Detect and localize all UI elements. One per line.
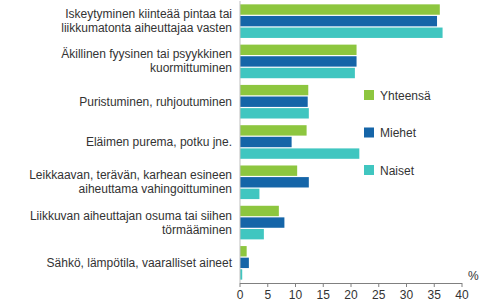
bar [240, 258, 249, 268]
x-tick [267, 283, 268, 287]
x-tick-label: 30 [400, 288, 414, 302]
bar [240, 229, 264, 239]
legend-label: Miehet [380, 126, 417, 140]
x-tick [295, 283, 296, 287]
x-tick [406, 283, 407, 287]
legend-label: Naiset [380, 164, 415, 178]
category-label-line: Äkillinen fyysinen tai psyykkinen [61, 47, 232, 61]
chart: 0 5 10 15 20 25 30 35 40% Iskeytyminen kiinteää p… [0, 0, 492, 303]
x-tick-label: 20 [344, 288, 358, 302]
bar [240, 28, 443, 38]
category-label-line: aiheuttama vahingoittuminen [79, 182, 232, 196]
category-label-line: Puristuminen, ruhjoutuminen [79, 95, 232, 109]
bar [240, 217, 284, 227]
category-label-line: törmääminen [162, 223, 232, 237]
category-label-line: Eläimen purema, potku jne. [86, 135, 232, 149]
category-label-line: liikkumatonta aiheuttajaa vasten [61, 21, 232, 35]
category-label-line: kuormittuminen [150, 61, 232, 75]
x-tick-label: 35 [428, 288, 442, 302]
bar [240, 137, 292, 147]
bar [240, 165, 297, 175]
category-label: Eläimen purema, potku jne. [86, 135, 232, 149]
x-tick [462, 283, 463, 287]
y-axis-line [240, 1, 241, 283]
legend-swatch [364, 90, 374, 100]
bar [240, 97, 308, 107]
bar [240, 108, 309, 118]
category-label-line: Liikkuvan aiheuttajan osuma tai siihen [30, 209, 232, 223]
category-label: Puristuminen, ruhjoutuminen [79, 95, 232, 109]
legend-label: Yhteensä [380, 89, 431, 103]
bar [240, 45, 357, 55]
x-tick-label: 15 [317, 288, 331, 302]
x-tick-label: 5 [264, 288, 271, 302]
bar [240, 148, 359, 158]
category-label: Iskeytyminen kiinteää pintaa tailiikkuma… [61, 7, 232, 35]
x-tick-label: 10 [289, 288, 303, 302]
bar [240, 189, 259, 199]
bars [240, 4, 443, 279]
bar [240, 177, 309, 187]
x-tick-label: 40 [455, 288, 469, 302]
x-tick [378, 283, 379, 287]
x-tick-label: 0 [237, 288, 244, 302]
category-label-line: Leikkaavan, terävän, karhean esineen [29, 168, 232, 182]
legend-swatch [364, 128, 374, 138]
legend-swatch [364, 165, 374, 175]
bar [240, 56, 357, 66]
x-tick [351, 283, 352, 287]
bar [240, 4, 440, 14]
x-tick [323, 283, 324, 287]
category-label: Liikkuvan aiheuttajan osuma tai siihentö… [30, 209, 232, 237]
category-label: Äkillinen fyysinen tai psyykkinenkuormit… [61, 47, 232, 75]
x-tick [240, 283, 241, 287]
bar [240, 125, 307, 135]
category-label: Sähkö, lämpötila, vaaralliset aineet [47, 256, 233, 270]
bar [240, 16, 437, 26]
category-label-line: Iskeytyminen kiinteää pintaa tai [65, 7, 232, 21]
bar [240, 206, 279, 216]
x-tick-label: 25 [372, 288, 386, 302]
category-label: Leikkaavan, terävän, karhean esineenaihe… [29, 168, 232, 196]
bar [240, 246, 247, 256]
bar [240, 85, 308, 95]
x-tick [434, 283, 435, 287]
category-label-line: Sähkö, lämpötila, vaaralliset aineet [47, 256, 233, 270]
bar [240, 68, 355, 78]
x-axis-label: % [468, 269, 479, 283]
